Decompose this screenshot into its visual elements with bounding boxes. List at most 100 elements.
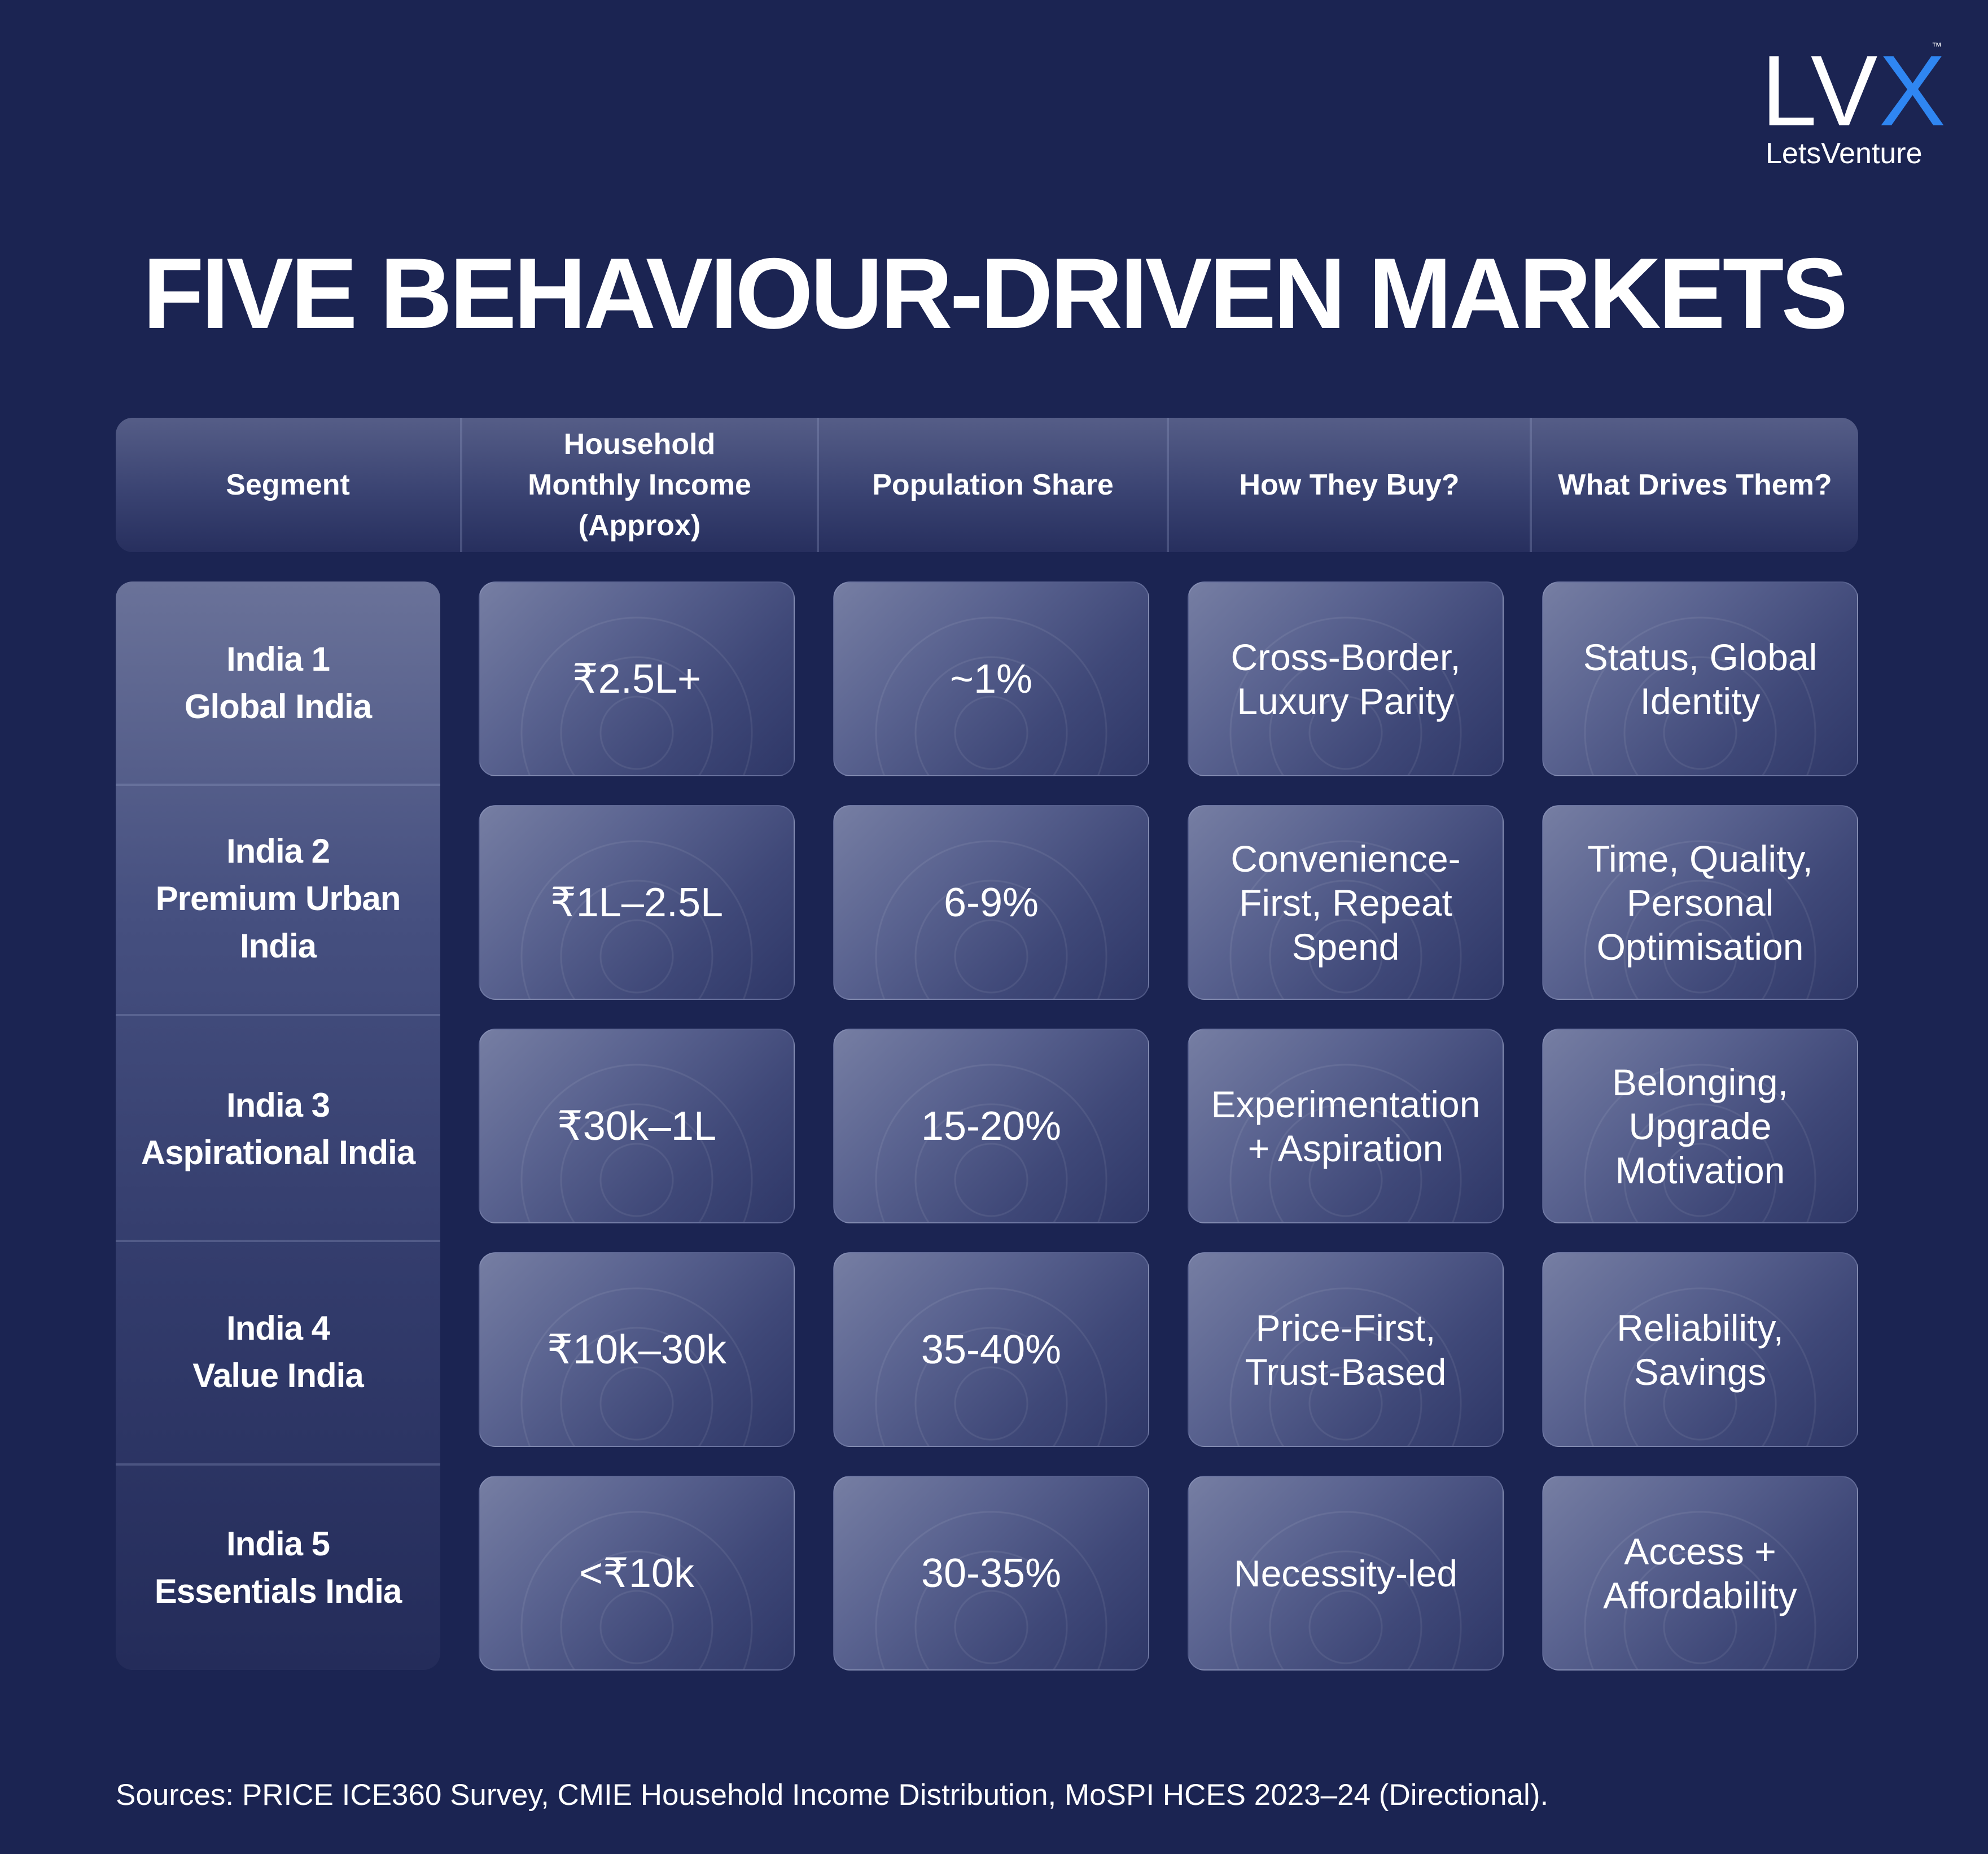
segment-india-5: India 5 Essentials India bbox=[116, 1466, 440, 1670]
drivers-line: Access + bbox=[1624, 1530, 1776, 1572]
header-population-label: Population Share bbox=[872, 469, 1114, 501]
income-cell: <₹10k bbox=[479, 1476, 795, 1671]
population-value: ~1% bbox=[949, 656, 1033, 702]
header-drivers-label: What Drives Them? bbox=[1558, 469, 1832, 501]
header-segment-label: Segment bbox=[226, 469, 350, 501]
header-population: Population Share bbox=[817, 418, 1167, 552]
income-value: ₹10k–30k bbox=[546, 1327, 727, 1372]
drivers-text: Belonging, Upgrade Motivation bbox=[1595, 1060, 1805, 1192]
segment-name-line3: India bbox=[239, 927, 317, 965]
drivers-cell: Status, Global Identity bbox=[1542, 581, 1858, 776]
header-income-line1: Household bbox=[563, 428, 716, 461]
income-cell: ₹10k–30k bbox=[479, 1252, 795, 1447]
drivers-line: Status, Global bbox=[1583, 636, 1818, 678]
header-drivers: What Drives Them? bbox=[1530, 418, 1858, 552]
header-how-buy: How They Buy? bbox=[1167, 418, 1530, 552]
population-cell: 15-20% bbox=[833, 1029, 1149, 1223]
segment-number: India 5 bbox=[226, 1525, 330, 1563]
how-buy-line: Trust-Based bbox=[1245, 1350, 1447, 1393]
segment-india-2: India 2 Premium Urban India bbox=[116, 786, 440, 1012]
sources-footnote: Sources: PRICE ICE360 Survey, CMIE House… bbox=[116, 1778, 1549, 1812]
how-buy-line: Cross-Border, bbox=[1231, 636, 1461, 678]
how-buy-cell: Price-First, Trust-Based bbox=[1188, 1252, 1504, 1447]
how-buy-cell: Convenience- First, Repeat Spend bbox=[1188, 805, 1504, 1000]
drivers-line: Time, Quality, bbox=[1587, 837, 1813, 880]
segment-name: Aspirational India bbox=[141, 1134, 415, 1171]
logo-trademark: ™ bbox=[1932, 41, 1942, 52]
header-how-buy-label: How They Buy? bbox=[1239, 469, 1460, 501]
income-value: ₹2.5L+ bbox=[572, 656, 701, 702]
income-value: ₹1L–2.5L bbox=[550, 880, 724, 925]
segment-column: India 1 Global India India 2 Premium Urb… bbox=[116, 581, 440, 1670]
population-value: 30-35% bbox=[921, 1550, 1062, 1596]
segment-divider bbox=[116, 1240, 440, 1242]
drivers-line: Personal bbox=[1626, 881, 1774, 924]
segment-number: India 2 bbox=[226, 832, 330, 870]
header-income-line2: Monthly Income bbox=[528, 469, 751, 501]
drivers-line: Upgrade bbox=[1628, 1105, 1772, 1147]
income-cell: ₹30k–1L bbox=[479, 1029, 795, 1223]
page-title: FIVE BEHAVIOUR-DRIVEN MARKETS bbox=[142, 237, 1848, 349]
segment-india-1: India 1 Global India bbox=[116, 581, 440, 785]
drivers-line: Affordability bbox=[1603, 1574, 1797, 1616]
population-value: 15-20% bbox=[921, 1103, 1062, 1149]
segment-name: Value India bbox=[192, 1357, 364, 1394]
income-value: ₹30k–1L bbox=[557, 1103, 717, 1149]
how-buy-line: Necessity-led bbox=[1233, 1552, 1458, 1594]
drivers-cell: Reliability, Savings bbox=[1542, 1252, 1858, 1447]
drivers-line: Belonging, bbox=[1612, 1061, 1788, 1103]
drivers-line: Savings bbox=[1634, 1350, 1767, 1393]
how-buy-line: Luxury Parity bbox=[1237, 680, 1455, 722]
segment-india-4: India 4 Value India bbox=[116, 1242, 440, 1462]
drivers-line: Identity bbox=[1640, 680, 1761, 722]
how-buy-line: Price-First, bbox=[1255, 1306, 1436, 1349]
income-cell: ₹2.5L+ bbox=[479, 581, 795, 776]
population-value: 6-9% bbox=[943, 880, 1039, 925]
how-buy-line: Spend bbox=[1291, 925, 1400, 968]
drivers-text: Status, Global Identity bbox=[1566, 635, 1834, 723]
income-cell: ₹1L–2.5L bbox=[479, 805, 795, 1000]
how-buy-cell: Cross-Border, Luxury Parity bbox=[1188, 581, 1504, 776]
logo-mark: LVX bbox=[1761, 41, 1947, 141]
drivers-text: Time, Quality, Personal Optimisation bbox=[1570, 837, 1830, 969]
segment-divider bbox=[116, 1463, 440, 1466]
how-buy-text: Convenience- First, Repeat Spend bbox=[1214, 837, 1477, 969]
population-cell: 30-35% bbox=[833, 1476, 1149, 1671]
how-buy-cell: Necessity-led bbox=[1188, 1476, 1504, 1671]
population-cell: 35-40% bbox=[833, 1252, 1149, 1447]
population-cell: 6-9% bbox=[833, 805, 1149, 1000]
header-income: Household Monthly Income (Approx) bbox=[460, 418, 817, 552]
how-buy-line: + Aspiration bbox=[1247, 1127, 1444, 1169]
drivers-text: Access + Affordability bbox=[1586, 1529, 1814, 1617]
how-buy-text: Experimentation + Aspiration bbox=[1194, 1082, 1497, 1170]
drivers-line: Optimisation bbox=[1596, 925, 1804, 968]
income-value: <₹10k bbox=[579, 1550, 694, 1596]
how-buy-cell: Experimentation + Aspiration bbox=[1188, 1029, 1504, 1223]
segment-divider bbox=[116, 784, 440, 786]
how-buy-text: Price-First, Trust-Based bbox=[1228, 1306, 1463, 1394]
logo-mark-x: X bbox=[1878, 34, 1947, 147]
segment-number: India 1 bbox=[226, 640, 330, 678]
how-buy-text: Cross-Border, Luxury Parity bbox=[1214, 635, 1477, 723]
segment-name: Premium Urban bbox=[155, 880, 401, 917]
population-value: 35-40% bbox=[921, 1327, 1062, 1372]
header-income-line3: (Approx) bbox=[578, 509, 701, 542]
how-buy-text: Necessity-led bbox=[1217, 1551, 1474, 1595]
drivers-cell: Time, Quality, Personal Optimisation bbox=[1542, 805, 1858, 1000]
drivers-cell: Belonging, Upgrade Motivation bbox=[1542, 1029, 1858, 1223]
segment-india-3: India 3 Aspirational India bbox=[116, 1016, 440, 1242]
logo-mark-lv: LV bbox=[1761, 34, 1879, 147]
logo-name: LetsVenture bbox=[1766, 137, 1923, 170]
population-cell: ~1% bbox=[833, 581, 1149, 776]
segment-number: India 3 bbox=[226, 1086, 330, 1124]
segment-divider bbox=[116, 1014, 440, 1016]
drivers-text: Reliability, Savings bbox=[1600, 1306, 1801, 1394]
how-buy-line: First, Repeat bbox=[1239, 881, 1452, 924]
drivers-line: Motivation bbox=[1615, 1149, 1785, 1191]
how-buy-line: Convenience- bbox=[1231, 837, 1461, 880]
lvx-logo: LVX ™ LetsVenture bbox=[1761, 41, 1946, 170]
header-segment: Segment bbox=[116, 418, 460, 552]
segment-number: India 4 bbox=[226, 1309, 330, 1347]
segment-name: Global India bbox=[184, 688, 372, 725]
drivers-cell: Access + Affordability bbox=[1542, 1476, 1858, 1671]
